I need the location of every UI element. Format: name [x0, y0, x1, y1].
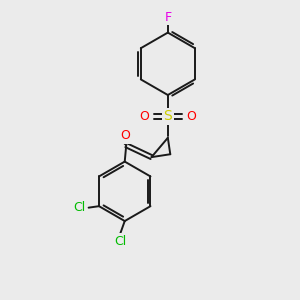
Text: Cl: Cl — [114, 235, 126, 248]
Text: Cl: Cl — [74, 201, 86, 214]
Text: O: O — [139, 110, 149, 123]
Text: F: F — [164, 11, 171, 24]
Text: O: O — [187, 110, 196, 123]
Text: O: O — [121, 129, 130, 142]
Text: S: S — [164, 110, 172, 123]
